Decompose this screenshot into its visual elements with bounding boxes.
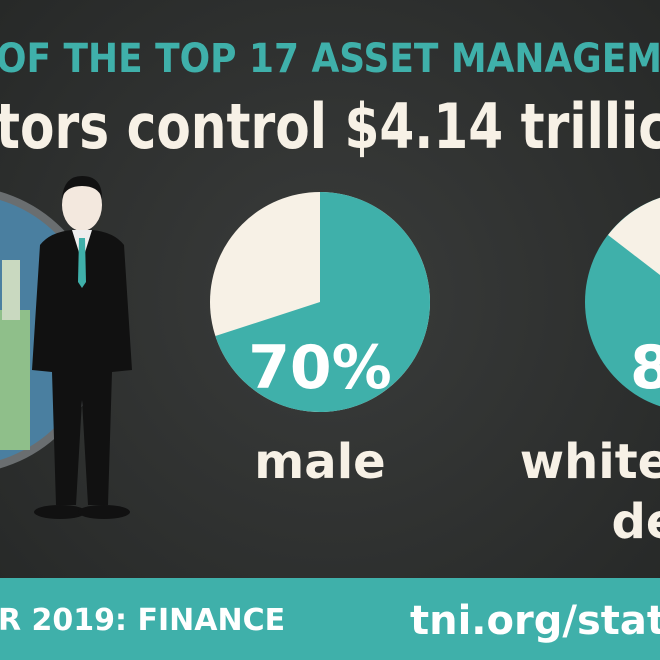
- pie-label: de: [612, 494, 660, 550]
- footer-bar: [0, 578, 660, 660]
- footer-right: tni.org/state: [410, 598, 660, 644]
- pie-label: male: [254, 434, 385, 490]
- pie-wedge: [215, 192, 430, 412]
- title: tors control $4.14 trillic: [0, 90, 660, 163]
- footer-left: R 2019: FINANCE: [0, 603, 285, 638]
- pie-value-label: 70%: [248, 333, 392, 403]
- pie-value-label: 8: [630, 333, 660, 403]
- pie-wedge-decor: [608, 197, 660, 276]
- pie-label: white: [520, 434, 660, 490]
- man-illustration: [32, 176, 132, 519]
- subtitle: OF THE TOP 17 ASSET MANAGEM: [0, 36, 660, 82]
